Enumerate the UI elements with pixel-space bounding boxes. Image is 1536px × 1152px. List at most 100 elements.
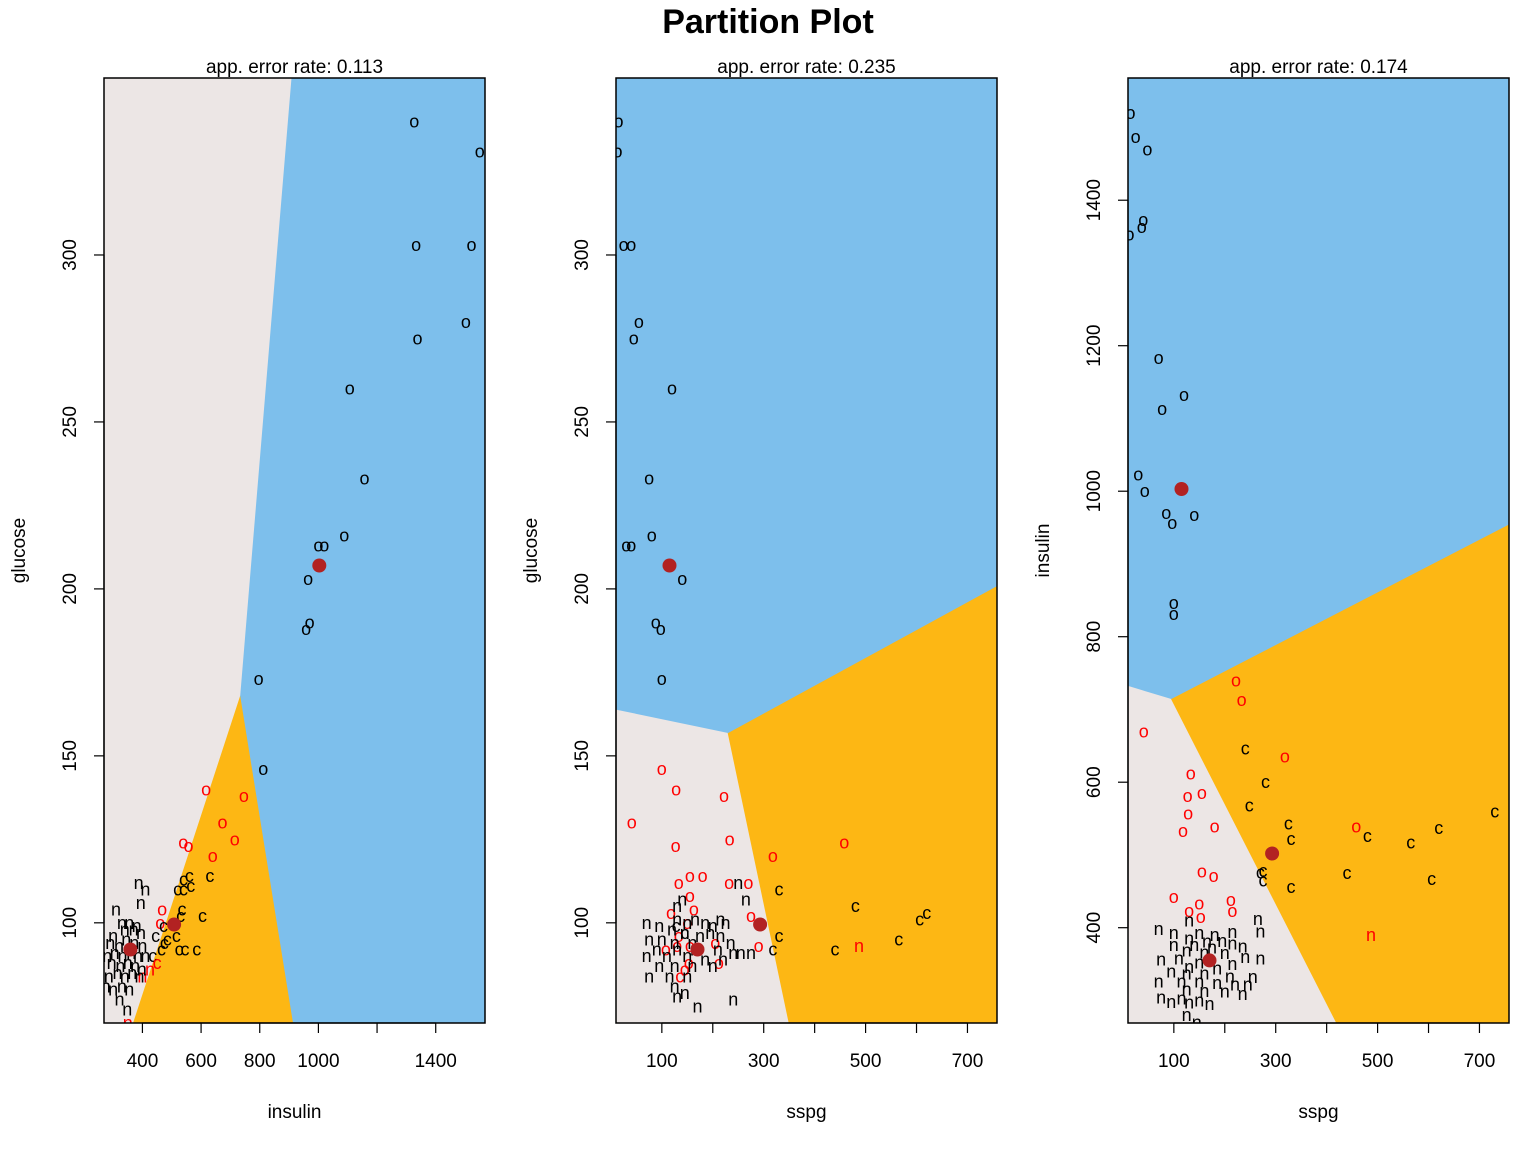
data-point-c: c — [198, 906, 207, 926]
data-point-n: n — [657, 930, 667, 950]
data-point-o: o — [743, 873, 753, 893]
data-point-c: c — [157, 940, 166, 960]
data-point-o: o — [1210, 817, 1220, 837]
x-tick-label: 600 — [185, 1051, 217, 1072]
data-point-o: o — [155, 913, 165, 933]
data-point-o: o — [629, 329, 639, 349]
y-tick-label: 1400 — [1084, 179, 1105, 221]
data-point-o: o — [689, 900, 699, 920]
data-point-o: o — [1186, 764, 1196, 784]
y-tick-label: 300 — [60, 239, 81, 271]
data-point-n: n — [654, 956, 664, 976]
data-point-o: o — [1169, 593, 1179, 613]
data-point-n: n — [124, 913, 134, 933]
data-point-o: o — [1183, 804, 1193, 824]
data-point-n: n — [1255, 921, 1265, 941]
data-point-n: n — [123, 953, 133, 973]
data-point-o: o — [230, 829, 240, 849]
data-point-n: n — [687, 956, 697, 976]
data-point-o: o — [1209, 866, 1219, 886]
data-point-o: o — [157, 900, 167, 920]
data-point-n: n — [130, 956, 140, 976]
data-point-o: o — [626, 536, 636, 556]
data-point-c: c — [1363, 826, 1372, 846]
data-point-n: n — [1166, 961, 1176, 981]
data-point-o: o — [612, 142, 622, 162]
class-mean-marker — [312, 558, 327, 573]
data-point-n: n — [1253, 909, 1263, 929]
y-tick-label: 800 — [1084, 621, 1105, 653]
data-point-n: n — [1194, 972, 1204, 992]
data-point-n: n — [854, 936, 864, 956]
x-tick-label: 100 — [1158, 1051, 1190, 1072]
y-axis-label: glucose — [9, 518, 30, 584]
data-point-n: n — [1227, 954, 1237, 974]
data-point-n: n — [123, 1013, 133, 1033]
data-point-n: n — [1366, 925, 1376, 945]
data-point-n: n — [746, 943, 756, 963]
data-point-c: c — [915, 910, 924, 930]
y-tick-label: 200 — [572, 573, 593, 605]
data-point-n: n — [1248, 967, 1258, 987]
data-point-n: n — [117, 913, 127, 933]
data-point-o: o — [1237, 690, 1247, 710]
data-point-o: o — [258, 759, 268, 779]
data-point-c: c — [205, 866, 214, 886]
data-point-n: n — [108, 980, 118, 1000]
data-point-n: n — [692, 996, 702, 1016]
data-point-n: n — [129, 933, 139, 953]
y-tick-label: 250 — [60, 406, 81, 438]
data-point-c: c — [831, 940, 840, 960]
data-point-n: n — [1169, 923, 1179, 943]
data-point-o: o — [1125, 103, 1135, 123]
data-point-n: n — [1202, 932, 1212, 952]
data-point-n: n — [715, 910, 725, 930]
data-point-o: o — [1142, 139, 1152, 159]
data-point-o: o — [1124, 224, 1134, 244]
data-point-n: n — [677, 889, 687, 909]
data-point-n: n — [1255, 948, 1265, 968]
data-point-n: n — [133, 946, 143, 966]
data-point-o: o — [475, 142, 485, 162]
data-point-c: c — [1259, 861, 1268, 881]
data-point-o: o — [685, 886, 695, 906]
data-point-n: n — [107, 953, 117, 973]
data-point-c: c — [1434, 818, 1443, 838]
data-point-n: n — [121, 930, 131, 950]
data-point-n: n — [1194, 990, 1204, 1010]
data-point-o: o — [613, 111, 623, 131]
data-point-n: n — [1169, 935, 1179, 955]
data-point-n: n — [1210, 925, 1220, 945]
data-point-o: o — [1194, 894, 1204, 914]
x-tick-label: 800 — [244, 1051, 276, 1072]
data-point-n: n — [1230, 974, 1240, 994]
data-point-o: o — [217, 813, 227, 833]
data-point-n: n — [733, 873, 743, 893]
data-point-n: n — [662, 946, 672, 966]
class-mean-marker — [123, 942, 138, 957]
data-point-n: n — [708, 916, 718, 936]
x-tick-label: 1400 — [415, 1051, 457, 1072]
data-point-c: c — [1287, 877, 1296, 897]
data-point-o: o — [254, 669, 264, 689]
data-point-n: n — [136, 893, 146, 913]
data-point-n: n — [720, 913, 730, 933]
data-point-n: n — [114, 936, 124, 956]
data-point-c: c — [1245, 796, 1254, 816]
data-point-n: n — [1240, 947, 1250, 967]
data-point-n: n — [680, 923, 690, 943]
panel-title: app. error rate: 0.113 — [206, 57, 383, 78]
data-point-c: c — [1287, 829, 1296, 849]
x-tick-label: 400 — [127, 1051, 159, 1072]
data-point-o: o — [239, 786, 249, 806]
data-point-o: o — [208, 846, 218, 866]
data-point-n: n — [1182, 964, 1192, 984]
data-point-n: n — [1156, 950, 1166, 970]
data-point-o: o — [621, 536, 631, 556]
data-point-o: o — [768, 846, 778, 866]
data-point-o: o — [1167, 513, 1177, 533]
